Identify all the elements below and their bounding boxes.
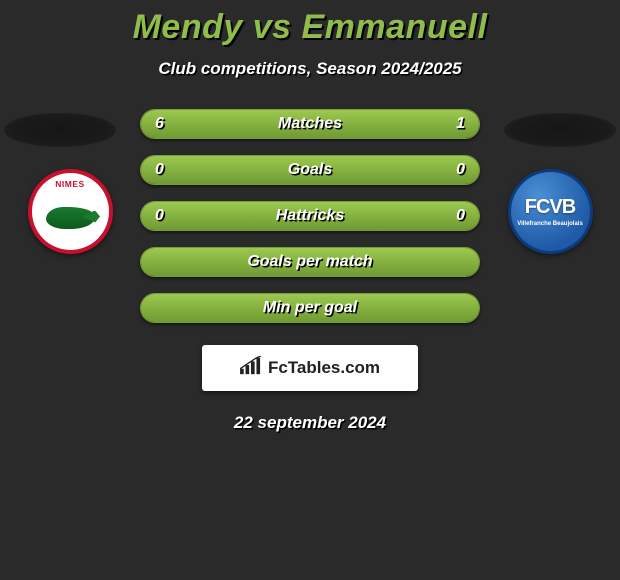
stat-bar: Min per goal (140, 293, 480, 323)
stat-value-right: 0 (456, 202, 465, 230)
crocodile-icon (46, 207, 94, 229)
stat-label: Matches (141, 110, 479, 138)
watermark: FcTables.com (202, 345, 418, 391)
left-club-logo: NIMES (20, 169, 120, 254)
page-title: Mendy vs Emmanuell (0, 8, 620, 47)
stat-label: Min per goal (141, 294, 479, 322)
chart-bar-icon (240, 356, 262, 381)
stat-bars: 6Matches10Goals00Hattricks0Goals per mat… (140, 109, 480, 323)
stat-bar: Goals per match (140, 247, 480, 277)
stat-value-right: 0 (456, 156, 465, 184)
stat-label: Goals per match (141, 248, 479, 276)
stat-label: Goals (141, 156, 479, 184)
player-shadow-right (504, 113, 616, 147)
stat-value-right: 1 (456, 110, 465, 138)
comparison-stage: NIMES FCVB Villefranche Beaujolais 6Matc… (0, 109, 620, 433)
right-club-subtext: Villefranche Beaujolais (517, 221, 583, 228)
comparison-card: Mendy vs Emmanuell Club competitions, Se… (0, 0, 620, 433)
stat-bar: 0Goals0 (140, 155, 480, 185)
stat-label: Hattricks (141, 202, 479, 230)
right-club-monogram: FCVB (525, 196, 575, 219)
page-subtitle: Club competitions, Season 2024/2025 (0, 59, 620, 79)
left-club-crest-text-top: NIMES (55, 179, 84, 189)
right-club-logo: FCVB Villefranche Beaujolais (500, 169, 600, 254)
footer-date: 22 september 2024 (0, 413, 620, 433)
stat-bar: 0Hattricks0 (140, 201, 480, 231)
stat-bar: 6Matches1 (140, 109, 480, 139)
player-shadow-left (4, 113, 116, 147)
watermark-text: FcTables.com (268, 358, 380, 378)
